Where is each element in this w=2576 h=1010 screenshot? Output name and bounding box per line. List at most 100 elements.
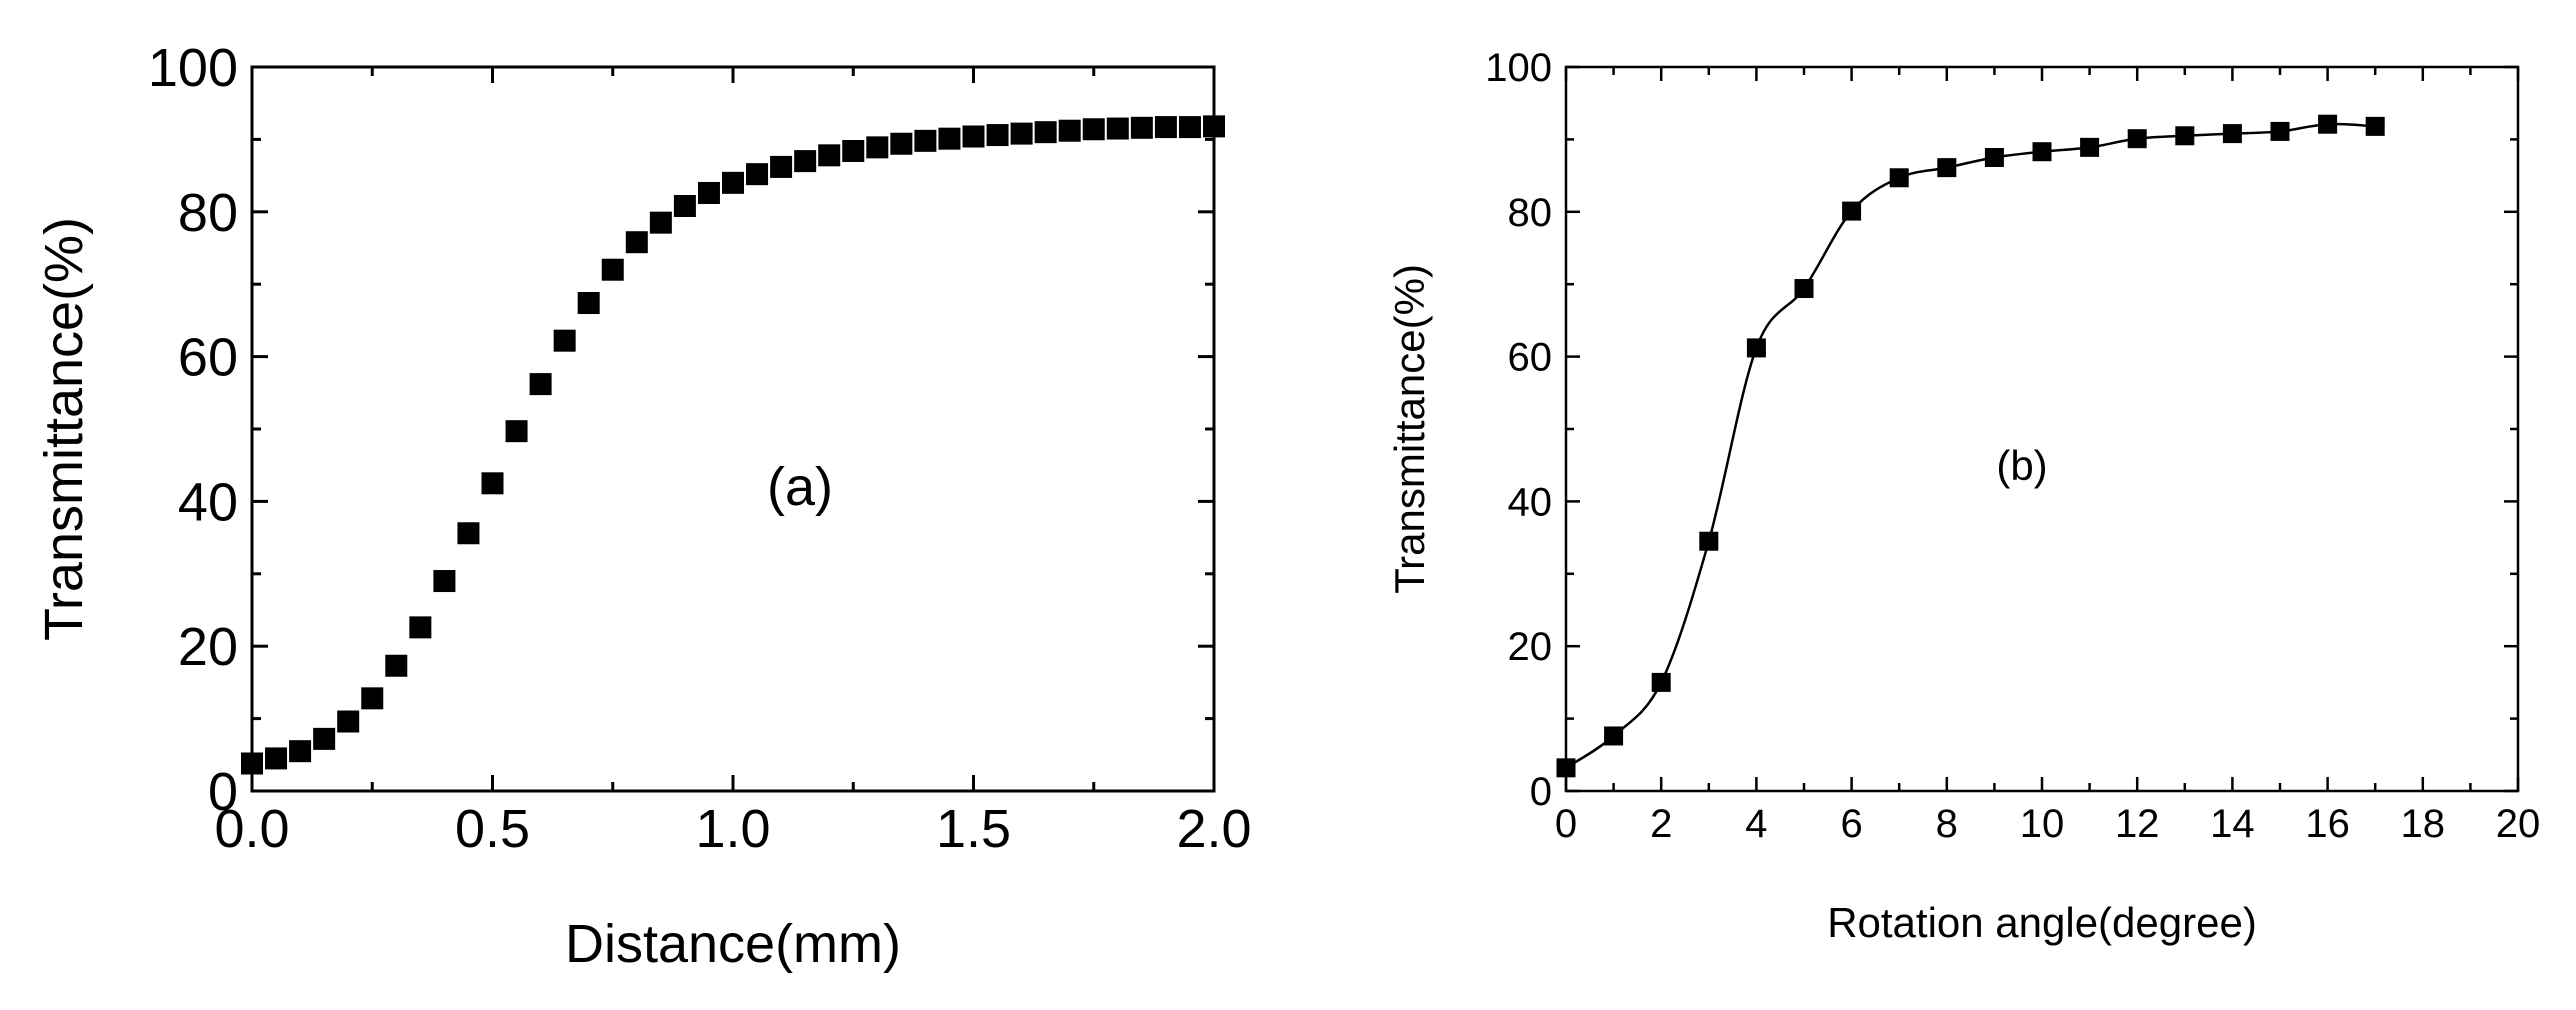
data-point-a	[1203, 115, 1225, 138]
data-point-b	[1889, 168, 1909, 188]
x-tick-label-b: 4	[1745, 802, 1767, 846]
data-point-a	[505, 420, 528, 443]
x-tick-label-b: 6	[1840, 802, 1862, 846]
data-point-b	[1794, 279, 1814, 299]
data-point-a	[241, 752, 263, 775]
data-point-b	[1604, 726, 1624, 746]
data-point-b	[2318, 114, 2338, 134]
data-point-a	[529, 373, 552, 396]
data-point-a	[842, 139, 865, 162]
x-tick-label-b: 16	[2305, 802, 2350, 846]
y-tick-label-b: 0	[1530, 770, 1552, 814]
data-point-a	[361, 687, 384, 710]
panel-label-b: (b)	[1996, 442, 2047, 489]
data-point-b	[1699, 531, 1719, 551]
data-point-a	[1178, 116, 1201, 139]
tick-labels-a: 0.0 0.5 1.0 1.5 2.0 0 20 40 60 80 100	[148, 38, 1252, 859]
data-point-a	[746, 163, 769, 186]
data-point-a	[673, 195, 696, 218]
data-point-b	[1984, 148, 2004, 167]
data-point-a	[1034, 121, 1057, 144]
y-tick-label-b: 60	[1508, 336, 1553, 380]
x-tick-label-b: 10	[2020, 802, 2065, 846]
data-point-b	[1556, 758, 1576, 778]
data-point-a	[1082, 118, 1105, 141]
data-point-a	[866, 136, 889, 159]
y-axis-label-a: Transmittance(%)	[34, 217, 94, 641]
y-tick-label-b: 20	[1508, 625, 1553, 669]
data-point-a	[986, 124, 1009, 147]
data-points-a	[241, 115, 1225, 775]
y-tick-label-a: 80	[178, 183, 238, 243]
x-tick-label-a: 1.0	[695, 799, 770, 859]
y-tick-label-a: 60	[178, 328, 238, 388]
data-point-b	[2365, 116, 2385, 136]
data-point-a	[457, 522, 480, 545]
ticks-b	[1564, 65, 2520, 793]
series-line-b	[1565, 122, 2376, 769]
data-point-a	[722, 171, 744, 194]
data-point-b	[1651, 672, 1671, 692]
data-point-a	[625, 231, 648, 254]
data-point-b	[2222, 124, 2242, 144]
data-point-a	[433, 570, 456, 593]
data-point-a	[601, 258, 624, 281]
tick-labels-b: 0 2 4 6 8 10 12 14 16 18 20 0 20 40 60 80 100	[1485, 46, 2540, 846]
y-tick-label-a: 20	[178, 617, 238, 677]
data-point-a	[1106, 117, 1129, 140]
data-point-a	[890, 132, 913, 155]
data-point-b	[2175, 126, 2195, 146]
x-tick-label-b: 18	[2401, 802, 2446, 846]
data-point-a	[914, 129, 937, 152]
panel-label-a: (a)	[767, 457, 833, 517]
data-point-a	[265, 747, 288, 770]
chart-b: 0 2 4 6 8 10 12 14 16 18 20 0 20 40 60 80 100 (b) Rotati…	[1386, 46, 2540, 946]
data-point-b	[2080, 137, 2100, 157]
y-tick-label-b: 40	[1508, 480, 1553, 524]
data-point-a	[770, 155, 793, 178]
x-tick-label-a: 0.5	[455, 799, 530, 859]
data-point-a	[1010, 122, 1033, 145]
x-tick-label-a: 2.0	[1176, 799, 1251, 859]
data-point-b	[1842, 201, 1862, 221]
data-point-a	[337, 710, 360, 733]
data-point-a	[1154, 116, 1177, 139]
data-point-a	[481, 472, 504, 495]
plot-frame-b	[1564, 65, 2520, 793]
x-tick-label-b: 14	[2210, 802, 2255, 846]
data-point-a	[1130, 116, 1153, 139]
data-point-a	[649, 211, 672, 234]
y-axis-label-b: Transmittance(%)	[1386, 264, 1433, 594]
x-tick-label-b: 20	[2496, 802, 2541, 846]
data-point-a	[794, 150, 817, 173]
data-point-a	[818, 144, 841, 167]
x-tick-label-b: 2	[1650, 802, 1672, 846]
x-axis-label-b: Rotation angle(degree)	[1827, 899, 2257, 946]
ticks-a	[250, 65, 1216, 793]
data-point-a	[938, 127, 961, 150]
data-point-b	[2032, 142, 2052, 162]
y-tick-label-a: 40	[178, 472, 238, 532]
data-point-a	[1058, 119, 1081, 142]
data-points-b	[1556, 114, 2385, 778]
chart-a: 0.0 0.5 1.0 1.5 2.0 0 20 40 60 80 100 (a) Distance…	[34, 38, 1252, 974]
data-point-a	[385, 654, 408, 677]
data-point-a	[697, 181, 720, 204]
data-point-a	[553, 329, 576, 352]
x-tick-label-a: 0.0	[214, 799, 289, 859]
x-tick-label-b: 8	[1936, 802, 1958, 846]
x-tick-label-a: 1.5	[936, 799, 1011, 859]
data-point-b	[1746, 338, 1766, 358]
y-tick-label-b: 80	[1508, 191, 1553, 235]
data-point-b	[1937, 158, 1957, 178]
y-tick-label-b: 100	[1485, 46, 1552, 90]
data-point-b	[2127, 129, 2147, 149]
y-tick-label-a: 100	[148, 38, 238, 98]
data-point-a	[313, 727, 336, 750]
x-tick-label-b: 12	[2115, 802, 2160, 846]
x-axis-label-a: Distance(mm)	[565, 914, 901, 974]
data-point-a	[577, 292, 600, 315]
x-tick-label-b: 0	[1555, 802, 1577, 846]
data-point-b	[2270, 121, 2290, 141]
